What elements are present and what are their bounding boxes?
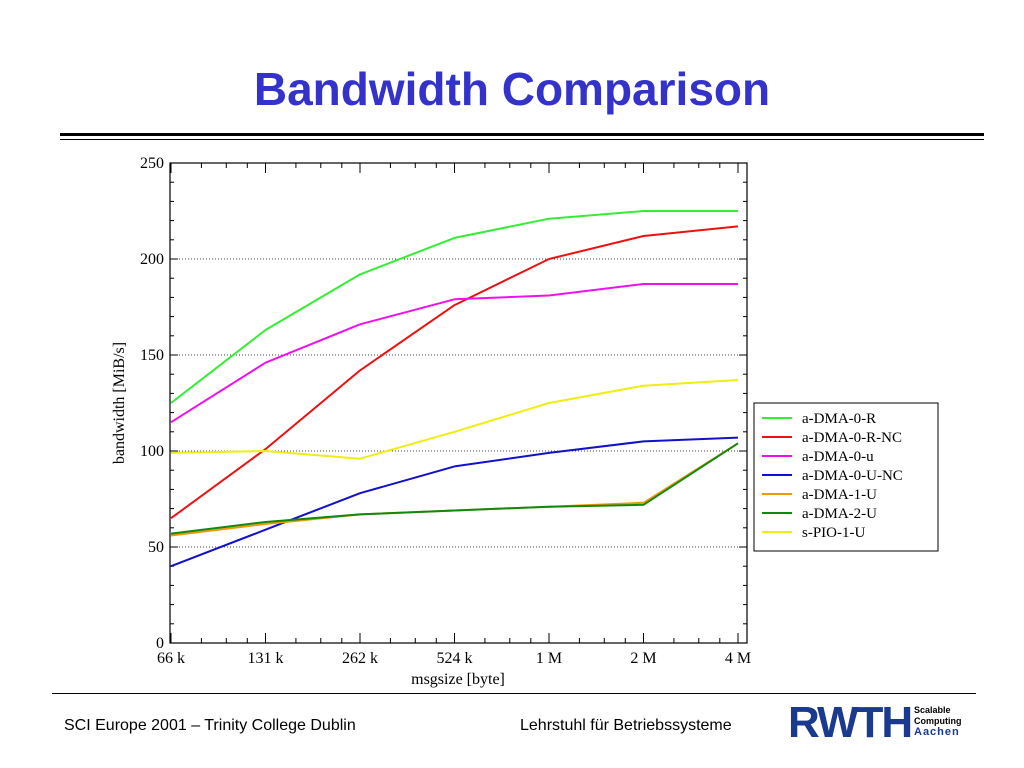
tick-layer [170, 162, 747, 644]
series-line-a-DMA-0-R-NC [170, 225, 739, 520]
x-tick-label: 4 M [725, 650, 751, 667]
y-tick-label: 0 [156, 635, 164, 652]
y-axis-label: bandwidth [MiB/s] [111, 342, 128, 464]
y-tick-label: 250 [140, 155, 164, 172]
legend-label: a-DMA-2-U [802, 506, 877, 522]
plot-frame [169, 162, 748, 644]
x-tick-label: 524 k [437, 650, 473, 667]
legend-label: a-DMA-0-U-NC [802, 468, 903, 484]
y-tick-label: 200 [140, 251, 164, 268]
y-tick-label: 50 [148, 539, 164, 556]
label-layer: 0 50 100 150 200 250 66 k 131 k 262 k 524 k 1 M 2 M… [140, 155, 751, 667]
logo-text: Scalable Computing Aachen [914, 705, 962, 738]
series-layer [170, 210, 739, 568]
bandwidth-chart: 0 50 100 150 200 250 66 k 131 k 262 k 524 k 1 M 2 M… [111, 155, 939, 688]
x-tick-label: 1 M [536, 650, 562, 667]
title-rule [60, 133, 984, 136]
footer-rule [52, 693, 976, 694]
x-tick-label: 262 k [342, 650, 378, 667]
x-tick-label: 66 k [157, 650, 185, 667]
footer-conference: SCI Europe 2001 – Trinity College Dublin [64, 717, 356, 734]
rwth-logo: RWTH Scalable Computing Aachen [788, 698, 978, 747]
x-tick-label: 2 M [630, 650, 656, 667]
series-line-a-DMA-0-u [170, 283, 738, 424]
logo-line-aachen: Aachen [914, 726, 960, 738]
series-line-a-DMA-2-U [170, 442, 739, 535]
legend: a-DMA-0-R a-DMA-0-R-NC a-DMA-0-u a-DMA-0-U-… [753, 402, 939, 552]
y-tick-label: 100 [140, 443, 164, 460]
legend-label: s-PIO-1-U [802, 525, 865, 541]
legend-label: a-DMA-0-R-NC [802, 430, 902, 446]
legend-label: a-DMA-0-R [802, 411, 876, 427]
logo-wordmark: RWTH [788, 698, 913, 747]
title-rule-thin [60, 139, 984, 140]
footer-department: Lehrstuhl für Betriebssysteme [520, 717, 732, 734]
logo-line-computing: Computing [914, 716, 962, 726]
slide-title: Bandwidth Comparison [253, 63, 771, 115]
logo-line-scalable: Scalable [914, 705, 951, 715]
series-line-a-DMA-0-R [170, 210, 738, 404]
series-line-a-DMA-0-U-NC [170, 436, 739, 568]
series-line-s-PIO-1-U [170, 379, 739, 460]
legend-label: a-DMA-0-u [802, 449, 874, 465]
x-tick-label: 131 k [248, 650, 284, 667]
legend-box [753, 402, 939, 552]
x-axis-label: msgsize [byte] [411, 671, 505, 688]
y-tick-label: 150 [140, 347, 164, 364]
legend-label: a-DMA-1-U [802, 487, 877, 503]
